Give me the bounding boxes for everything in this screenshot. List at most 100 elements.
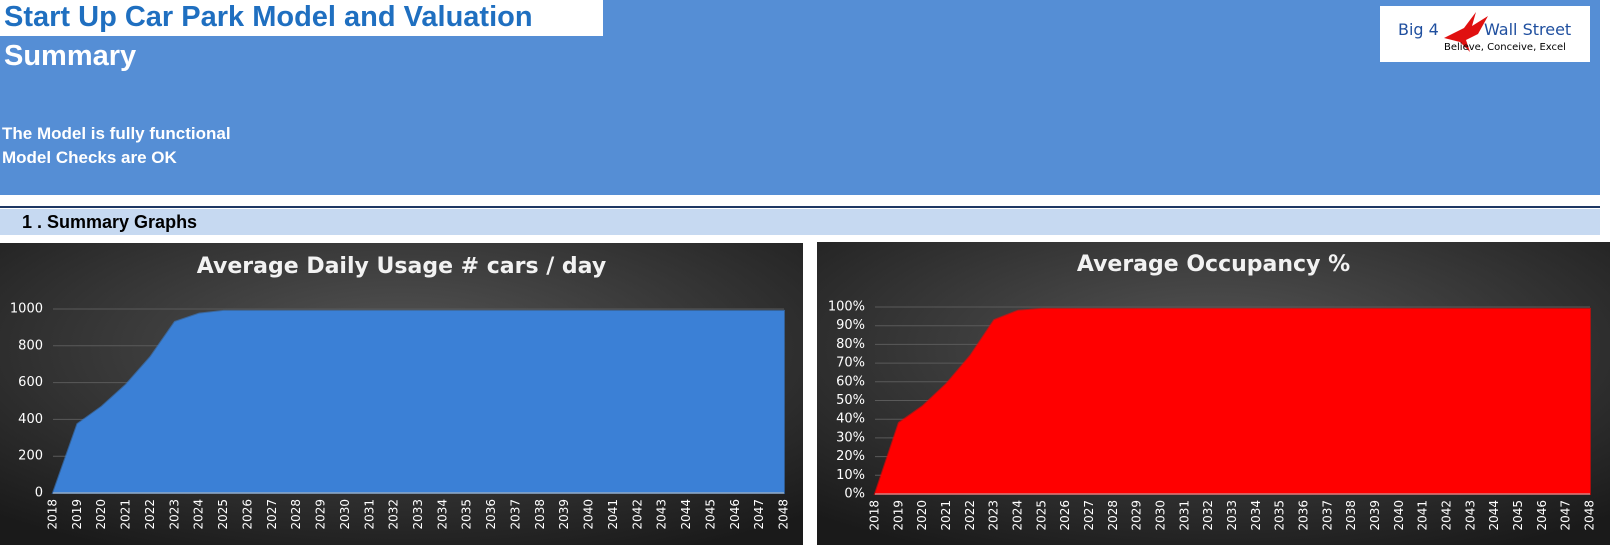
x-tick-label: 2020 [915,500,929,531]
logo-brand: Wall Street [1484,20,1572,39]
y-tick-label: 0% [844,487,865,502]
y-tick-label: 80% [836,337,865,352]
x-tick-label: 2025 [216,499,230,530]
y-tick-label: 30% [836,430,865,445]
x-tick-label: 2027 [265,499,279,530]
y-tick-label: 400 [18,412,43,427]
x-tick-label: 2046 [728,499,742,530]
x-tick-label: 2044 [1487,500,1501,531]
x-tick-label: 2043 [1463,500,1477,531]
logo-eagle [1444,12,1488,52]
x-tick-label: 2039 [557,499,571,530]
x-tick-label: 2024 [1011,500,1025,531]
y-tick-label: 50% [836,393,865,408]
x-tick-label: 2020 [94,499,108,530]
x-tick-label: 2019 [70,499,84,530]
x-tick-label: 2037 [508,499,522,530]
chart: Average Occupancy % 0% 10% 20% 30% 40% 50% 60% 7… [817,242,1610,545]
x-tick-label: 2033 [1225,500,1239,531]
y-tick-label: 200 [18,449,43,464]
x-tick-label: 2023 [167,499,181,530]
x-tick-label: 2040 [1392,500,1406,531]
y-tick-label: 70% [836,356,865,371]
x-tick-label: 2028 [1106,500,1120,531]
x-tick-label: 2034 [1249,500,1263,531]
x-tick-label: 2047 [1559,500,1573,531]
x-tick-label: 2024 [192,499,206,530]
x-tick-label: 2022 [963,500,977,531]
x-tick-label: 2041 [1416,500,1430,531]
x-tick-label: 2047 [752,499,766,530]
x-tick-label: 2046 [1535,500,1549,531]
y-tick-label: 40% [836,412,865,427]
header-band: Start Up Car Park Model and Valuation Su… [0,0,1600,195]
x-tick-label: 2036 [484,499,498,530]
x-tick-label: 2035 [1273,500,1287,531]
x-tick-label: 2042 [630,499,644,530]
x-tick-label: 2026 [1058,500,1072,531]
x-tick-label: 2022 [143,499,157,530]
x-tick-label: 2041 [606,499,620,530]
y-tick-label: 100% [828,300,865,315]
x-tick-label: 2031 [362,499,376,530]
x-tick-label: 2028 [289,499,303,530]
logo: Big 4 Wall Street Believe, Conceive, Exc… [1380,6,1590,62]
section-bar: 1 . Summary Graphs [0,209,1600,235]
title-box: Start Up Car Park Model and Valuation [0,0,603,36]
area [51,309,785,494]
x-tick-label: 2027 [1082,500,1096,531]
chart-title: Average Occupancy % [1077,252,1350,277]
y-tick-label: 600 [18,375,43,390]
x-tick-label: 2033 [411,499,425,530]
section-rule [0,206,1600,208]
x-tick-label: 2021 [119,499,133,530]
page-title: Start Up Car Park Model and Valuation [4,1,533,33]
area [873,307,1591,495]
page-subtitle: Summary [4,40,137,72]
x-tick-label: 2018 [46,499,60,530]
y-tick-label: 60% [836,374,865,389]
x-tick-label: 2036 [1297,500,1311,531]
logo-tagline: Believe, Conceive, Excel [1444,42,1566,53]
y-tick-label: 90% [836,318,865,333]
x-tick-label: 2025 [1034,500,1048,531]
x-tick-label: 2042 [1440,500,1454,531]
x-tick-label: 2040 [582,499,596,530]
x-tick-label: 2037 [1320,500,1334,531]
x-tick-label: 2018 [868,500,882,531]
x-tick-label: 2032 [1201,500,1215,531]
x-tick-label: 2043 [655,499,669,530]
status-line: Model Checks are OK [2,148,177,167]
x-tick-label: 2048 [777,499,791,530]
x-tick-label: 2038 [533,499,547,530]
x-tick-label: 2023 [987,500,1001,531]
y-tick-label: 1000 [10,302,43,317]
section-title: 1 . Summary Graphs [22,212,198,232]
x-tick-label: 2030 [338,499,352,530]
x-tick-label: 2026 [240,499,254,530]
x-tick-label: 2029 [314,499,328,530]
x-tick-label: 2045 [703,499,717,530]
x-tick-label: 2029 [1130,500,1144,531]
x-tick-label: 2019 [891,500,905,531]
x-tick-label: 2035 [460,499,474,530]
x-tick-label: 2034 [435,499,449,530]
x-tick-label: 2045 [1511,500,1525,531]
x-tick-label: 2038 [1344,500,1358,531]
y-tick-label: 0 [35,486,43,501]
x-tick-label: 2032 [387,499,401,530]
y-tick-label: 10% [836,468,865,483]
y-tick-label: 800 [18,338,43,353]
x-tick-label: 2021 [939,500,953,531]
x-tick-label: 2031 [1177,500,1191,531]
chart-title: Average Daily Usage # cars / day [197,254,606,279]
x-tick-label: 2030 [1154,500,1168,531]
x-tick-label: 2039 [1368,500,1382,531]
x-tick-label: 2048 [1583,500,1597,531]
logo-brand: Big 4 [1398,20,1439,39]
chart: Average Daily Usage # cars / day 0 200 400 6… [0,243,803,545]
y-tick-label: 20% [836,449,865,464]
x-tick-label: 2044 [679,499,693,530]
status-line: The Model is fully functional [2,124,231,143]
